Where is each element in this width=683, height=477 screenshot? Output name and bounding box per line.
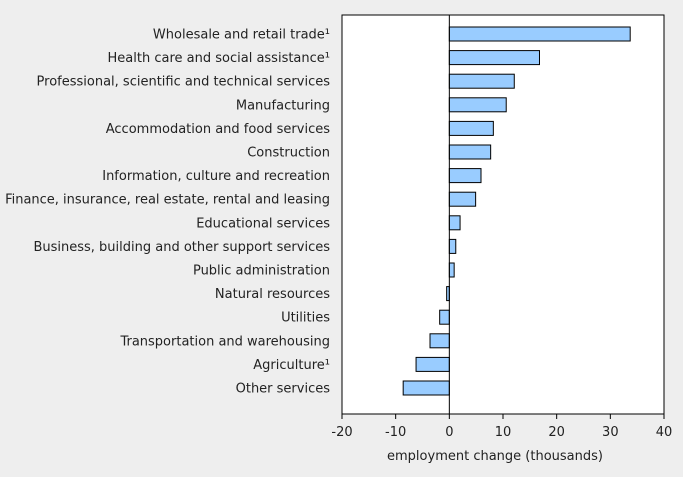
category-label: Transportation and warehousing <box>119 334 330 349</box>
bar <box>448 238 457 254</box>
x-tick-label: 40 <box>656 425 673 440</box>
x-axis-title: employment change (thousands) <box>387 449 603 464</box>
x-tick-label: 10 <box>495 425 512 440</box>
bar <box>448 50 540 66</box>
category-label: Business, building and other support ser… <box>33 240 330 255</box>
x-axis-ticks: -20 -10 0 10 20 30 40 <box>331 414 672 440</box>
category-label: Natural resources <box>215 287 330 302</box>
bar <box>448 191 477 207</box>
bars-group <box>402 26 631 396</box>
bar <box>439 309 450 325</box>
category-label: Educational services <box>196 216 330 231</box>
category-label: Agriculture¹ <box>253 358 330 373</box>
bar <box>448 215 461 231</box>
bar <box>448 120 494 136</box>
category-label: Wholesale and retail trade¹ <box>153 28 330 43</box>
category-label: Manufacturing <box>236 98 330 113</box>
category-label: Construction <box>247 146 330 161</box>
bar <box>448 73 515 89</box>
x-tick-label: -10 <box>385 425 406 440</box>
category-label: Health care and social assistance¹ <box>108 51 330 66</box>
bar <box>448 168 482 184</box>
category-label: Information, culture and recreation <box>102 169 330 184</box>
bar <box>448 144 492 160</box>
bar <box>448 97 507 113</box>
x-tick-label: -20 <box>331 425 352 440</box>
bar <box>448 26 631 42</box>
category-label: Finance, insurance, real estate, rental … <box>5 193 330 208</box>
category-label: Utilities <box>281 311 330 326</box>
category-labels: Wholesale and retail trade¹ Health care a… <box>5 28 330 397</box>
category-label: Professional, scientific and technical s… <box>37 75 331 90</box>
category-label: Accommodation and food services <box>106 122 330 137</box>
bar <box>415 356 450 372</box>
x-tick-label: 20 <box>548 425 565 440</box>
category-label: Other services <box>236 382 331 397</box>
bar <box>448 262 455 278</box>
bar <box>402 380 450 396</box>
x-tick-label: 0 <box>445 425 453 440</box>
bar <box>429 333 450 349</box>
category-label: Public administration <box>193 264 330 279</box>
x-tick-label: 30 <box>602 425 619 440</box>
